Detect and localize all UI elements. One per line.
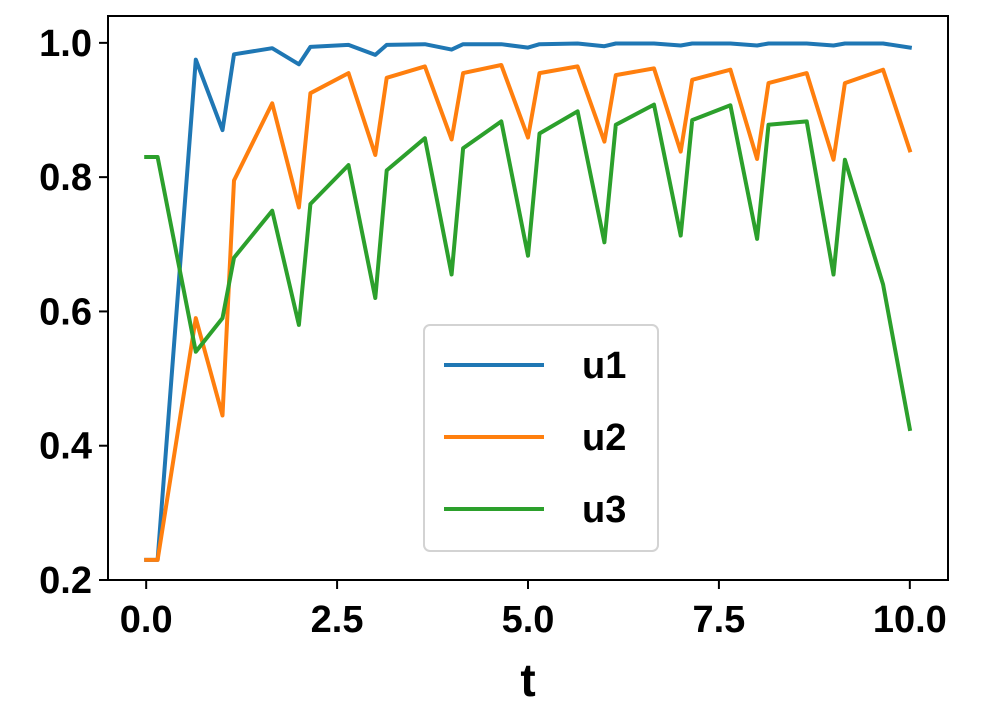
legend: u1 u2 u3 [423,324,659,552]
y-axis: 0.2 0.4 0.6 0.8 1.0 [39,23,108,602]
x-axis-label: t [520,654,535,706]
y-tick-label: 0.2 [39,560,92,602]
legend-label-u3: u3 [582,489,626,531]
y-tick-label: 0.4 [39,426,92,468]
x-tick-label: 7.5 [692,599,745,641]
x-tick-label: 2.5 [311,599,364,641]
series-line-u2 [144,63,913,562]
series-line-u1 [144,41,913,562]
y-tick-label: 0.6 [39,291,92,333]
x-tick-label: 0.0 [120,599,173,641]
legend-label-u2: u2 [582,417,626,459]
legend-label-u1: u1 [582,345,626,387]
x-axis: 0.0 2.5 5.0 7.5 10.0 [120,580,947,641]
x-tick-label: 10.0 [873,599,947,641]
y-tick-label: 0.8 [39,157,92,199]
x-tick-label: 5.0 [502,599,555,641]
series-layer [144,41,913,562]
y-tick-label: 1.0 [39,23,92,65]
series-line-u3 [144,102,913,432]
